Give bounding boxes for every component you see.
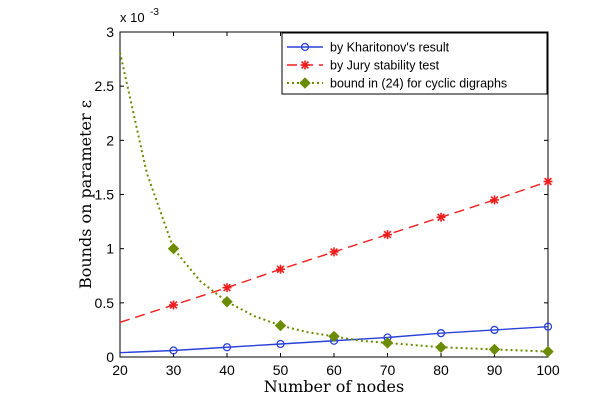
x-tick-label: 20 bbox=[112, 362, 128, 378]
legend-box bbox=[281, 32, 548, 95]
x-tick-label: 100 bbox=[536, 362, 560, 378]
y-tick-label: 1.5 bbox=[95, 187, 115, 203]
legend-item: by Kharitonov's result bbox=[287, 41, 450, 55]
legend-marker bbox=[300, 60, 310, 70]
data-point bbox=[490, 195, 499, 205]
data-point bbox=[222, 283, 232, 293]
legend-marker bbox=[300, 42, 310, 52]
data-point bbox=[274, 319, 287, 332]
legend-marker bbox=[299, 77, 311, 89]
data-point bbox=[542, 345, 554, 358]
series-2 bbox=[119, 177, 553, 323]
series-layer bbox=[119, 52, 554, 358]
data-point bbox=[169, 346, 178, 355]
y-tick-label: 2.5 bbox=[95, 78, 115, 94]
x-tick-labels: 20 30 40 50 60 70 80 90 100 bbox=[112, 362, 560, 378]
x-tick-label: 90 bbox=[487, 362, 503, 378]
series-line bbox=[119, 52, 549, 353]
data-point bbox=[488, 343, 501, 356]
x-tick-label: 80 bbox=[433, 362, 449, 378]
y-scale-base: x 10 bbox=[120, 10, 145, 25]
legend: by Kharitonov's result by Jury stability … bbox=[281, 32, 548, 95]
y-tick-label: 0.5 bbox=[95, 295, 115, 311]
data-point bbox=[222, 343, 232, 352]
y-tick-label: 3 bbox=[106, 24, 114, 40]
x-tick-label: 40 bbox=[219, 362, 235, 378]
y-scale-exponent: -3 bbox=[150, 7, 159, 18]
data-point bbox=[276, 339, 285, 349]
x-axis-label: Number of nodes bbox=[264, 377, 404, 396]
data-point bbox=[381, 337, 394, 349]
data-point bbox=[490, 325, 499, 335]
data-point bbox=[276, 264, 285, 274]
x-tick-label: 30 bbox=[166, 362, 182, 378]
y-tick-labels: 0 0.5 1 1.5 2 2.5 3 bbox=[95, 24, 115, 365]
data-point bbox=[221, 296, 233, 308]
legend-label: by Jury stability test bbox=[330, 59, 440, 73]
data-point bbox=[169, 300, 178, 310]
data-point bbox=[543, 322, 553, 331]
data-point bbox=[436, 212, 446, 222]
legend-item: bound in (24) for cyclic digraphs bbox=[287, 77, 507, 91]
data-point bbox=[543, 177, 553, 186]
y-tick-label: 2 bbox=[106, 132, 114, 148]
series-3 bbox=[119, 52, 554, 358]
data-point bbox=[383, 230, 392, 240]
data-point bbox=[435, 341, 447, 353]
x-tick-label: 70 bbox=[380, 362, 396, 378]
data-point bbox=[167, 242, 180, 255]
data-point bbox=[328, 330, 340, 343]
data-point bbox=[436, 329, 446, 338]
legend-label: by Kharitonov's result bbox=[330, 41, 450, 55]
y-tick-label: 0 bbox=[106, 349, 114, 365]
y-axis-label: Bounds on parameter ε bbox=[76, 100, 95, 289]
y-tick-label: 1 bbox=[106, 241, 114, 257]
data-point bbox=[329, 247, 339, 257]
legend-item: by Jury stability test bbox=[287, 59, 440, 73]
legend-label: bound in (24) for cyclic digraphs bbox=[330, 77, 507, 91]
x-tick-label: 60 bbox=[326, 362, 342, 378]
x-tick-label: 50 bbox=[273, 362, 289, 378]
